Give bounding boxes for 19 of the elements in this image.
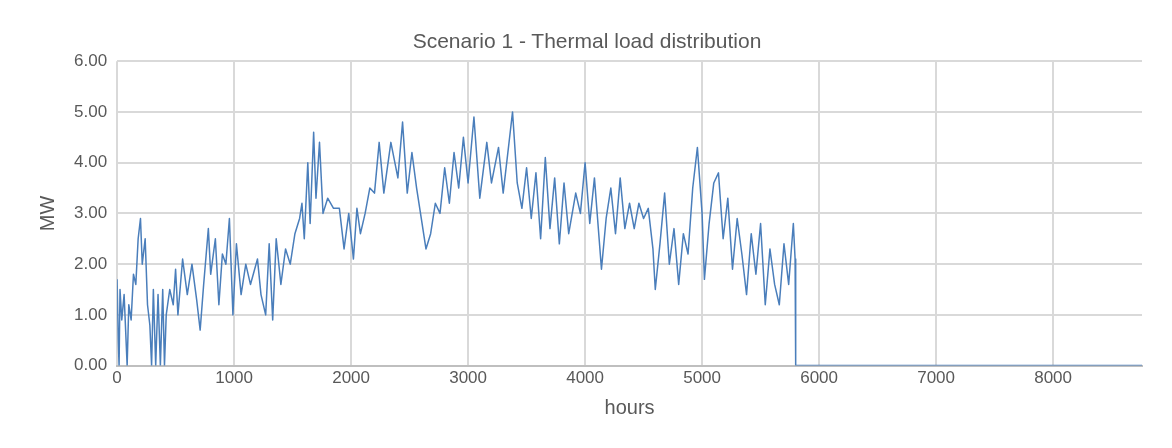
x-tick-label: 8000: [1034, 368, 1072, 388]
chart-title: Scenario 1 - Thermal load distribution: [412, 29, 762, 53]
x-tick-label: 6000: [800, 368, 838, 388]
y-tick-label: 2.00: [73, 253, 108, 273]
y-tick-label: 3.00: [73, 203, 108, 223]
x-tick-label: 4000: [566, 368, 604, 388]
y-tick-label: 6.00: [73, 50, 108, 70]
x-tick-label: 5000: [683, 368, 721, 388]
x-tick-label: 1000: [215, 368, 253, 388]
y-tick-label: 0.00: [73, 355, 108, 375]
x-axis-title: hours: [604, 395, 655, 418]
x-tick-label: 2000: [332, 368, 370, 388]
y-tick-label: 1.00: [73, 304, 108, 324]
x-tick-label: 0: [112, 368, 122, 388]
y-tick-label: 5.00: [73, 101, 108, 121]
y-axis-title: MW: [35, 195, 58, 232]
y-tick-label: 4.00: [73, 152, 108, 172]
x-tick-label: 3000: [449, 368, 487, 388]
x-tick-label: 7000: [917, 368, 955, 388]
